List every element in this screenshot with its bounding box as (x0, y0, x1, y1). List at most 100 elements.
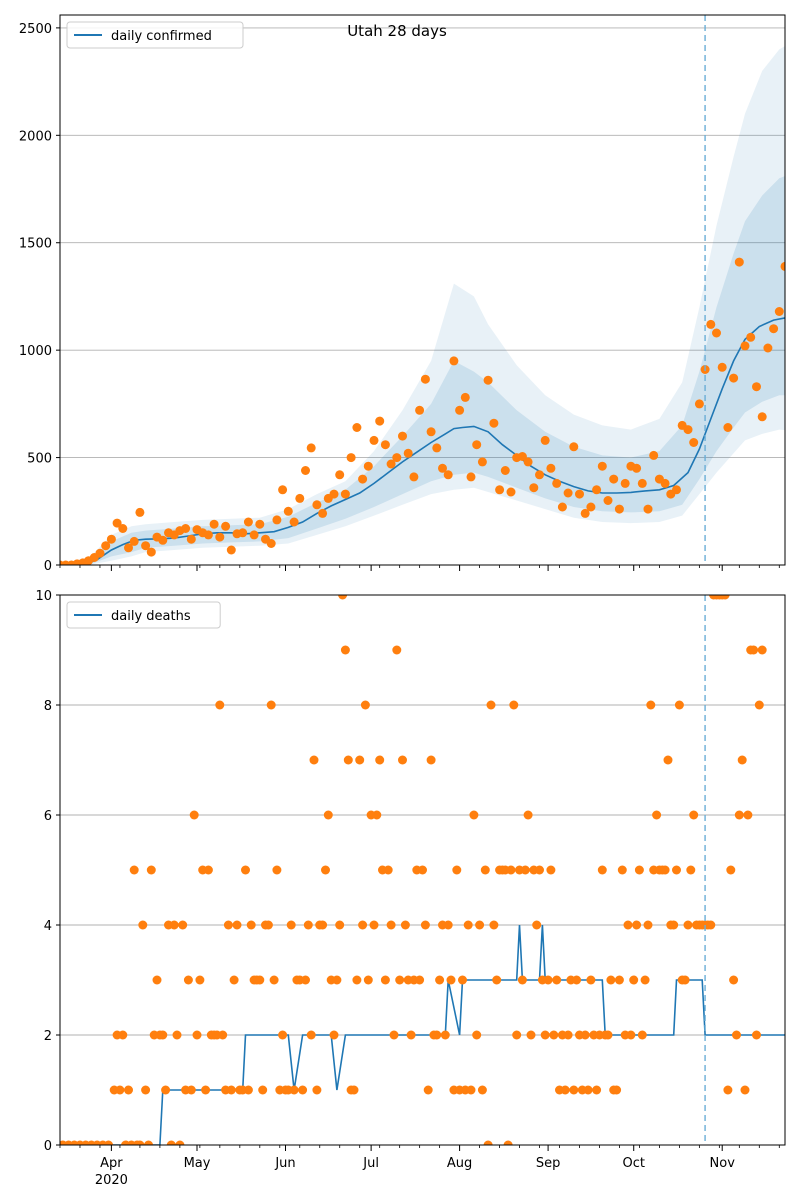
data-point (104, 1140, 113, 1145)
data-point (158, 1030, 168, 1040)
data-point (426, 755, 436, 765)
data-point (415, 405, 425, 415)
data-point (477, 457, 487, 467)
data-point (769, 324, 779, 334)
data-point (460, 392, 470, 402)
data-point (629, 975, 639, 985)
data-point (340, 645, 350, 655)
y-tick-label: 0 (44, 559, 52, 574)
data-point (358, 920, 368, 930)
data-point (272, 865, 282, 875)
data-point (466, 472, 476, 482)
data-point (535, 470, 544, 480)
data-point (418, 865, 427, 875)
data-point (403, 448, 413, 458)
data-point (580, 508, 590, 518)
data-point (552, 975, 562, 985)
data-point (509, 700, 519, 710)
data-point (255, 975, 265, 985)
data-point (680, 975, 690, 985)
data-point (466, 1085, 476, 1095)
data-point (586, 975, 596, 985)
data-point (215, 700, 225, 710)
data-point (323, 810, 333, 820)
data-point (409, 472, 419, 482)
data-point (706, 319, 716, 329)
data-point (663, 755, 673, 765)
data-point (592, 485, 602, 495)
data-point (523, 810, 533, 820)
data-point (298, 1085, 308, 1095)
data-point (161, 1085, 171, 1095)
data-point (632, 463, 642, 473)
data-point (463, 920, 473, 930)
y-tick-label: 6 (44, 809, 52, 824)
data-point (398, 755, 407, 765)
data-point (597, 461, 607, 471)
data-point (749, 645, 759, 655)
data-point (780, 261, 785, 271)
data-point (135, 507, 145, 517)
data-point (632, 920, 642, 930)
data-point (383, 865, 393, 875)
data-point (757, 412, 767, 422)
data-point (540, 435, 550, 445)
data-point (386, 920, 396, 930)
plot-area (60, 15, 785, 565)
data-point (312, 1085, 322, 1095)
data-point (229, 975, 239, 985)
data-point (729, 373, 739, 383)
data-point (643, 504, 653, 514)
data-point (723, 423, 733, 432)
x-tick-label: Jun (274, 1156, 295, 1171)
chart-title: Utah 28 days (347, 22, 447, 40)
data-point (732, 1030, 741, 1040)
legend-box (66, 21, 244, 49)
data-point (375, 755, 385, 765)
data-point (272, 515, 282, 525)
data-point (614, 975, 624, 985)
data-point (492, 975, 502, 985)
data-point (520, 865, 530, 875)
data-point (483, 375, 493, 385)
data-point (752, 1030, 761, 1040)
data-point (532, 920, 542, 930)
legend-label: daily confirmed (111, 29, 212, 44)
data-point (469, 810, 479, 820)
data-point (152, 975, 162, 985)
data-point (392, 453, 402, 463)
data-point (643, 920, 653, 930)
data-point (352, 975, 362, 985)
data-point (729, 975, 739, 985)
data-point (329, 1030, 339, 1040)
data-point (318, 508, 328, 518)
data-point (141, 541, 151, 551)
y-tick-label: 1500 (19, 237, 52, 252)
data-point (95, 548, 105, 558)
data-point (186, 534, 196, 544)
y-tick-label: 4 (44, 919, 52, 934)
data-point (321, 865, 330, 875)
data-point (426, 427, 436, 437)
data-point (452, 865, 462, 875)
data-point (278, 1030, 288, 1040)
data-point (672, 865, 681, 875)
data-point (309, 755, 319, 765)
data-point (369, 435, 379, 445)
data-point (189, 810, 199, 820)
data-point (420, 374, 430, 384)
data-point (575, 489, 584, 499)
data-point (415, 975, 425, 985)
data-point (318, 920, 328, 930)
x-tick-label: Sep (536, 1156, 561, 1171)
y-tick-label: 2500 (19, 22, 52, 37)
data-point (306, 1030, 316, 1040)
data-point (221, 521, 231, 531)
data-point (689, 438, 699, 447)
data-point (535, 865, 544, 875)
data-point (386, 459, 396, 469)
data-point (363, 975, 373, 985)
data-point (717, 362, 727, 372)
data-point (569, 1085, 579, 1095)
data-point (774, 307, 784, 316)
